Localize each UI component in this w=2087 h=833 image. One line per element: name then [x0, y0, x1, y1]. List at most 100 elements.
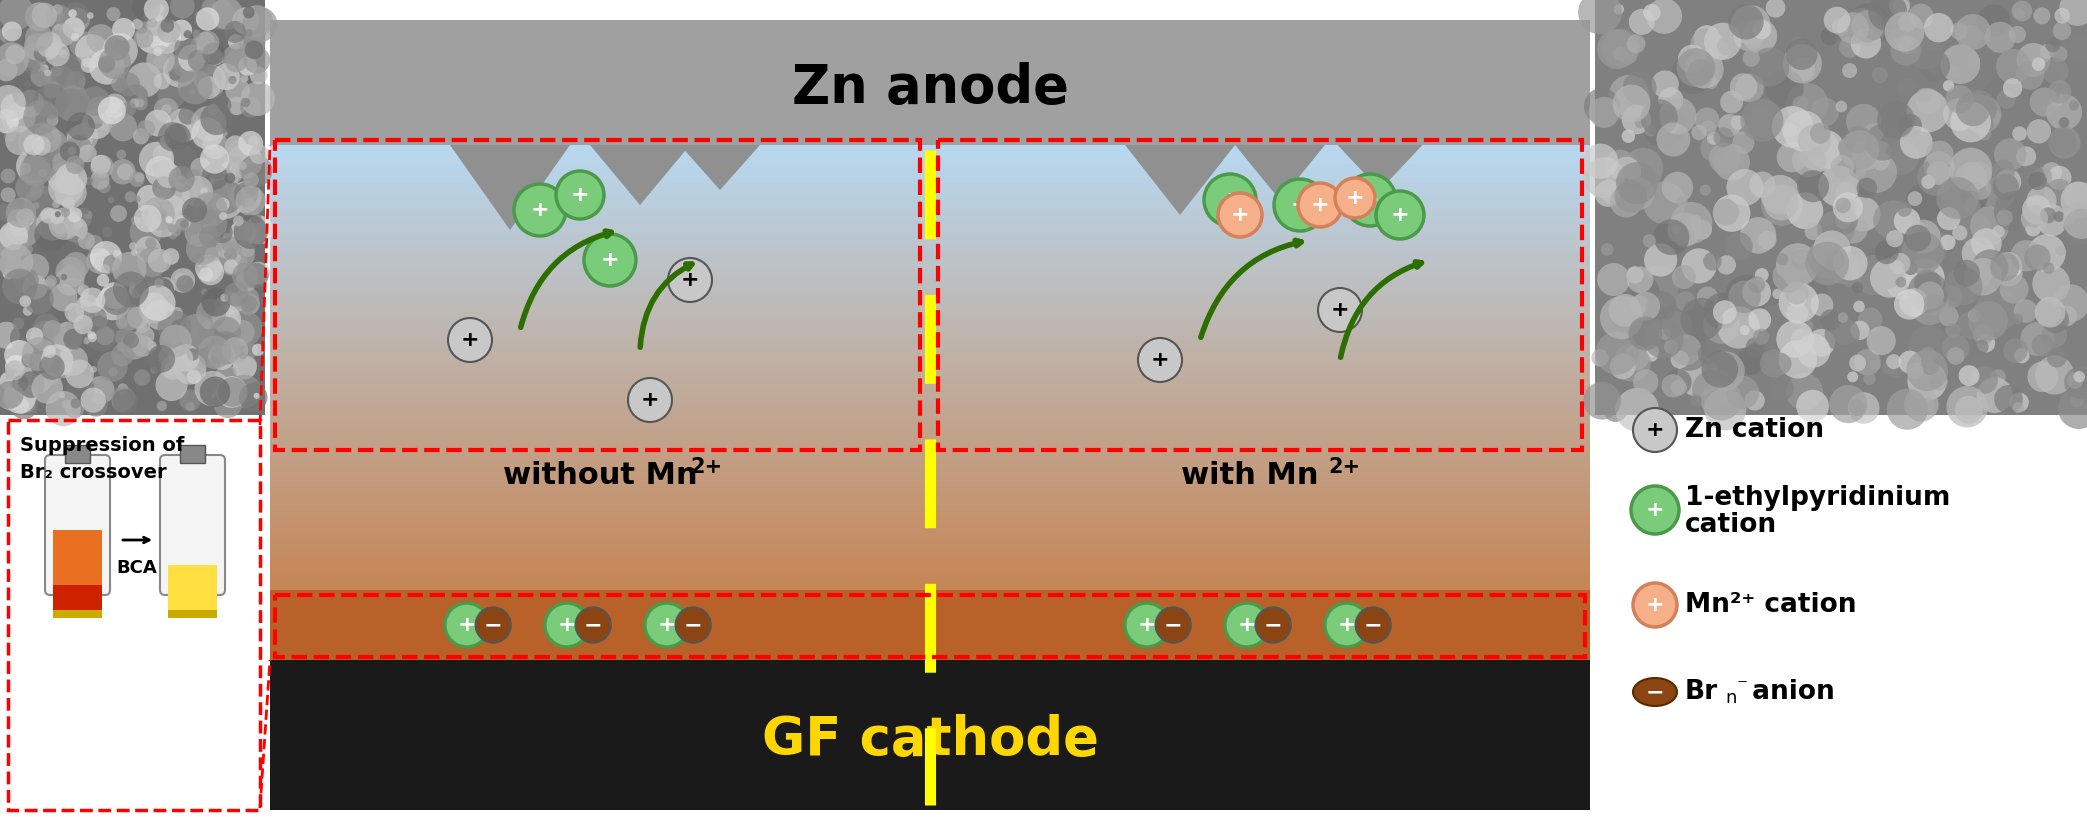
Circle shape	[1705, 388, 1747, 431]
Circle shape	[1630, 295, 1649, 314]
Bar	[269, 449, 1590, 455]
Circle shape	[173, 55, 196, 78]
Circle shape	[1718, 307, 1759, 348]
Circle shape	[215, 311, 238, 333]
Circle shape	[2045, 94, 2083, 130]
Circle shape	[2070, 394, 2083, 407]
Circle shape	[1928, 61, 1945, 77]
Circle shape	[227, 34, 244, 50]
Circle shape	[2049, 92, 2064, 107]
Circle shape	[2014, 7, 2024, 18]
Circle shape	[134, 205, 161, 232]
Circle shape	[1832, 246, 1868, 281]
Circle shape	[56, 29, 71, 43]
Circle shape	[1776, 243, 1820, 287]
Circle shape	[146, 237, 157, 249]
Bar	[269, 501, 1590, 507]
Circle shape	[209, 331, 242, 365]
Circle shape	[58, 346, 88, 376]
Circle shape	[1849, 162, 1866, 178]
Circle shape	[123, 332, 140, 348]
Circle shape	[0, 85, 25, 120]
Circle shape	[17, 208, 35, 227]
Bar	[269, 572, 1590, 578]
Circle shape	[1926, 161, 1951, 185]
Circle shape	[0, 244, 33, 279]
FancyBboxPatch shape	[269, 20, 1590, 145]
Circle shape	[2058, 117, 2070, 127]
Circle shape	[144, 12, 169, 36]
Circle shape	[136, 185, 163, 211]
Circle shape	[2031, 87, 2060, 117]
Circle shape	[0, 372, 19, 391]
Bar	[269, 496, 1590, 502]
Circle shape	[1670, 202, 1713, 244]
Circle shape	[1903, 261, 1918, 275]
Circle shape	[1730, 73, 1757, 101]
Circle shape	[73, 315, 92, 334]
Circle shape	[2064, 209, 2087, 244]
Circle shape	[2064, 182, 2087, 210]
Circle shape	[23, 306, 33, 316]
Circle shape	[144, 110, 171, 137]
Circle shape	[1905, 183, 1943, 222]
Circle shape	[1908, 362, 1924, 379]
Text: −: −	[1265, 615, 1284, 635]
Bar	[269, 259, 1590, 265]
Circle shape	[1620, 47, 1636, 64]
Bar	[269, 421, 1590, 426]
Circle shape	[227, 97, 246, 115]
FancyBboxPatch shape	[161, 455, 225, 595]
Circle shape	[42, 344, 73, 377]
Circle shape	[1889, 253, 1910, 274]
Circle shape	[171, 344, 200, 372]
Circle shape	[150, 367, 159, 374]
Circle shape	[1939, 285, 1962, 308]
Circle shape	[1834, 212, 1851, 229]
Circle shape	[1611, 320, 1626, 335]
Circle shape	[194, 255, 221, 282]
Circle shape	[1772, 260, 1805, 292]
Circle shape	[1885, 140, 1918, 174]
Bar	[269, 159, 1590, 165]
Circle shape	[17, 210, 27, 220]
Circle shape	[1663, 340, 1678, 354]
Circle shape	[1786, 373, 1824, 411]
Bar	[1594, 0, 2087, 415]
Text: ⁻: ⁻	[1736, 676, 1749, 696]
Bar	[269, 307, 1590, 312]
Bar	[269, 506, 1590, 511]
Circle shape	[2029, 234, 2066, 272]
Circle shape	[50, 22, 75, 47]
Circle shape	[1839, 37, 1860, 57]
Circle shape	[1851, 321, 1870, 340]
Circle shape	[1872, 152, 1889, 171]
Circle shape	[227, 140, 250, 163]
Circle shape	[25, 277, 33, 286]
Circle shape	[1791, 328, 1814, 352]
Circle shape	[58, 392, 65, 398]
Circle shape	[244, 343, 259, 358]
Circle shape	[169, 67, 177, 75]
Circle shape	[63, 266, 79, 281]
Circle shape	[1690, 215, 1701, 227]
Circle shape	[1642, 104, 1686, 147]
Circle shape	[79, 287, 104, 313]
Circle shape	[111, 205, 127, 222]
Text: Zn cation: Zn cation	[1684, 417, 1824, 443]
Circle shape	[2010, 240, 2041, 272]
Bar	[269, 539, 1590, 545]
Circle shape	[1730, 115, 1745, 129]
Circle shape	[1632, 292, 1659, 321]
Circle shape	[1970, 178, 1991, 200]
Bar	[269, 611, 1590, 616]
Circle shape	[2020, 205, 2047, 232]
Circle shape	[69, 9, 77, 17]
Circle shape	[1584, 88, 1620, 124]
Circle shape	[31, 66, 52, 87]
Circle shape	[134, 18, 148, 34]
Circle shape	[88, 331, 96, 339]
Circle shape	[1964, 162, 1993, 190]
Circle shape	[146, 341, 157, 351]
Bar	[269, 468, 1590, 474]
